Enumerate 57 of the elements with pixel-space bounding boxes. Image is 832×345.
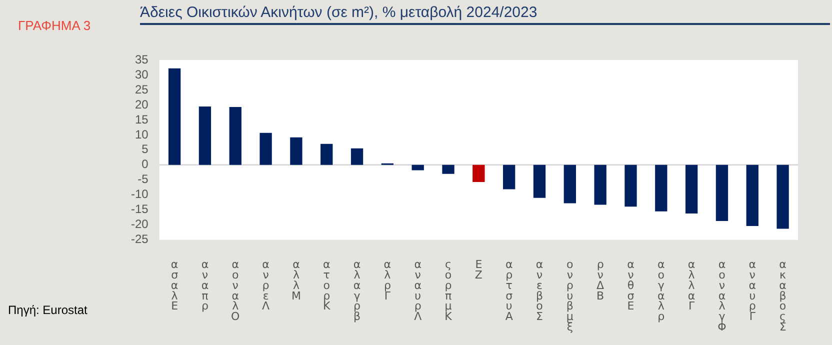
x-tick-label: ασαλΕ <box>170 258 178 313</box>
x-tick-label: ονρυβμξ <box>566 258 574 334</box>
bar <box>229 107 242 165</box>
bar <box>350 148 364 165</box>
bar <box>594 164 606 205</box>
x-tick-label: ρνΔΒ <box>596 258 605 302</box>
chart-title: Άδειες Οικιστικών Ακινήτων (σε m²), % μεταβολή 2024/2023 <box>140 4 830 25</box>
bar <box>776 164 789 229</box>
x-tick-label: αναυρΓ <box>748 258 756 324</box>
bar <box>624 164 637 207</box>
x-tick-label: αοναλγΦ <box>718 258 727 334</box>
bar <box>716 164 728 221</box>
bar <box>168 68 181 165</box>
bar <box>685 164 698 214</box>
x-tick-label: ατορΚ <box>322 258 331 313</box>
bar <box>198 106 212 165</box>
y-tick-label: 20 <box>134 97 149 112</box>
y-tick-label: -15 <box>131 202 149 216</box>
y-tick-label: -5 <box>138 172 149 186</box>
x-tick-label: αναυρΛ <box>414 258 422 324</box>
y-tick-label: 10 <box>134 127 149 142</box>
x-tick-label: αλλΜ <box>291 258 301 302</box>
y-tick-label: -10 <box>131 187 149 202</box>
y-tick-label: 30 <box>134 67 149 82</box>
bar <box>533 164 546 198</box>
bar <box>655 164 668 212</box>
x-tick-label: ανρεΛ <box>262 258 270 313</box>
text: ΓΡΑΦΗΜΑ 3 <box>18 18 91 33</box>
bar <box>320 144 333 165</box>
x-tick-label: αλρΓ <box>384 258 392 302</box>
x-tick-label: αναπρ <box>201 258 209 313</box>
y-tick-label: -25 <box>131 232 149 246</box>
y-tick-label: 15 <box>134 112 149 126</box>
y-tick-label: 35 <box>134 52 149 66</box>
bar <box>442 164 454 174</box>
bar <box>290 137 302 165</box>
bar <box>564 164 576 204</box>
y-tick-label: 5 <box>142 142 149 156</box>
bar <box>472 164 485 182</box>
x-tick-label: ακαβοςΣ <box>779 258 787 334</box>
bar <box>746 164 758 226</box>
x-tick-label: αρτσυΑ <box>505 258 514 324</box>
x-tick-label: ΕΖ <box>474 258 483 282</box>
y-tick-label: 0 <box>142 157 149 172</box>
y-tick-label: -20 <box>131 217 149 232</box>
text: Πηγή: Eurostat <box>8 303 88 317</box>
x-tick-label: αλαγρβ <box>353 258 361 324</box>
x-tick-label: ςορπμΚ <box>444 258 453 324</box>
bar <box>503 164 516 190</box>
x-tick-label: ανεβοΣ <box>536 258 544 324</box>
x-tick-label: αογαλρ <box>658 258 665 324</box>
x-tick-label: αλλαΓ <box>688 258 696 313</box>
bar <box>412 164 424 170</box>
bar <box>260 132 272 165</box>
y-tick-label: 25 <box>134 82 149 96</box>
x-tick-label: ανθσΕ <box>627 258 634 313</box>
x-tick-label: αοναλΟ <box>231 258 240 324</box>
